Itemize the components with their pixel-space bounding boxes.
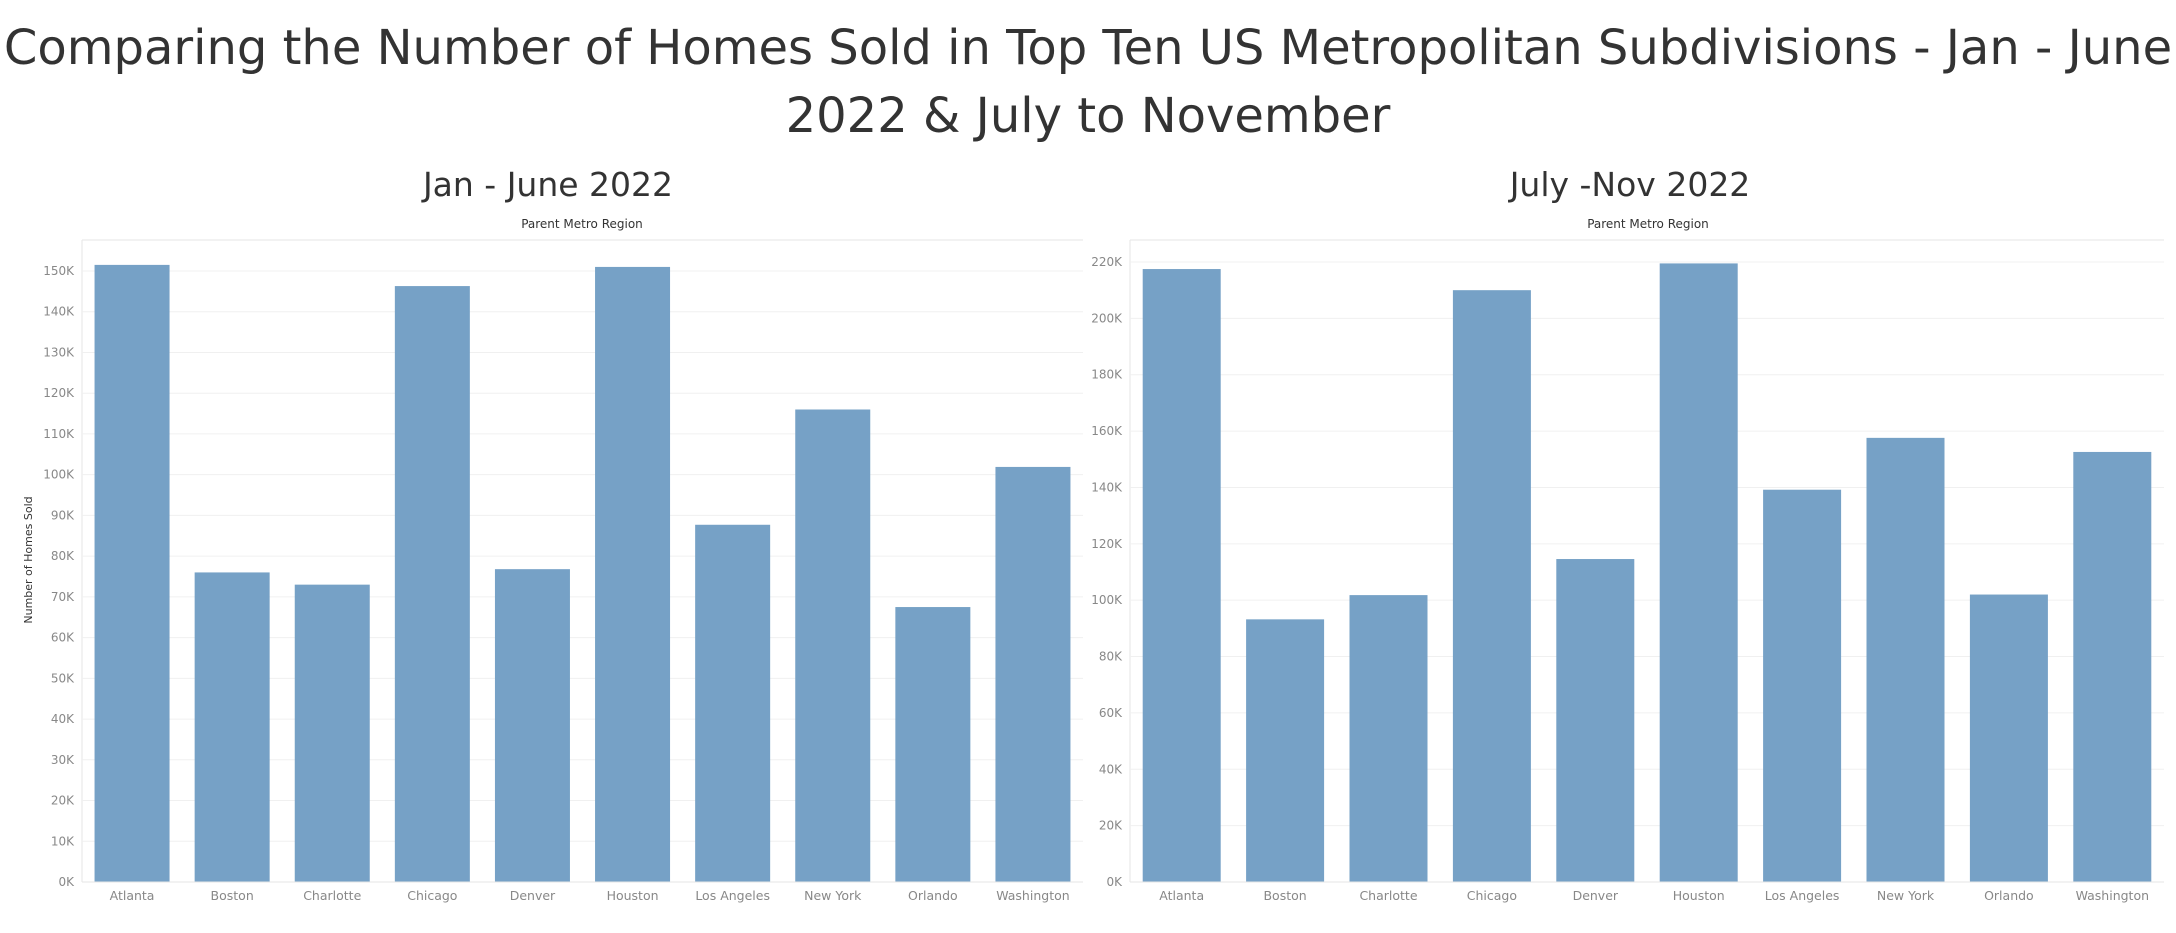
y-tick-label: 0K [58,875,75,889]
x-tick-label: Boston [1263,888,1306,903]
x-tick-label: Charlotte [1359,888,1417,903]
bar-washington[interactable] [995,466,1071,882]
bar-washington[interactable] [2073,451,2152,882]
y-tick-label: 60K [51,631,75,645]
chart-jan-june: Jan - June 2022 Parent Metro Region 0K 10K 2… [22,165,1083,903]
chart-july-nov: July -Nov 2022 Parent Metro Region 0K 20K 40… [1091,165,2164,903]
bar-orlando[interactable] [895,607,971,882]
x-tick-label: Washington [996,888,1069,903]
bar-chicago[interactable] [394,286,470,883]
x-tick-label: Washington [2076,888,2149,903]
x-tick-label: Denver [510,888,556,903]
y-tick-label: 40K [51,712,75,726]
y-axis-title: Number of Homes Sold [22,496,35,623]
x-tick-label: Orlando [908,888,958,903]
x-tick-label: Houston [1673,888,1725,903]
y-tick-label: 130K [43,345,75,359]
x-tick-label: Charlotte [303,888,361,903]
x-tick-label: Los Angeles [1765,888,1840,903]
y-tick-label: 20K [1099,819,1123,833]
bar-boston[interactable] [1246,619,1325,882]
y-tick-label: 140K [43,305,75,319]
bar-boston[interactable] [194,572,270,882]
main-title: Comparing the Number of Homes Sold in To… [3,20,2173,144]
x-tick-label: Los Angeles [695,888,770,903]
y-tick-label: 50K [51,671,75,685]
bar-houston[interactable] [595,266,671,883]
y-tick-label: 150K [43,264,75,278]
y-tick-label: 10K [51,834,75,848]
bar-new-york[interactable] [795,409,871,882]
y-tick-label: 80K [51,549,75,563]
x-tick-label: Chicago [407,888,457,903]
column-header: Parent Metro Region [1587,217,1709,231]
x-tick-label: Chicago [1467,888,1517,903]
y-tick-label: 40K [1099,762,1123,776]
bar-chicago[interactable] [1452,290,1531,882]
y-tick-label: 180K [1091,368,1123,382]
column-header: Parent Metro Region [521,217,643,231]
bar-denver[interactable] [494,569,570,882]
x-tick-label: Denver [1573,888,1619,903]
x-tick-label: Atlanta [110,888,155,903]
bar-atlanta[interactable] [1142,269,1221,883]
x-tick-label: Orlando [1984,888,2034,903]
bar-atlanta[interactable] [94,264,170,882]
y-tick-label: 220K [1091,255,1123,269]
chart-title: Jan - June 2022 [421,165,673,204]
bar-houston[interactable] [1659,263,1738,883]
bar-orlando[interactable] [1969,594,2048,882]
y-tick-label: 200K [1091,311,1123,325]
y-tick-label: 110K [43,427,75,441]
y-tick-label: 90K [51,508,75,522]
chart-title: July -Nov 2022 [1508,165,1751,204]
y-tick-label: 70K [51,590,75,604]
y-tick-label: 100K [1091,593,1123,607]
bar-new-york[interactable] [1866,437,1945,882]
bar-los-angeles[interactable] [695,524,771,882]
y-tick-label: 80K [1099,650,1123,664]
x-tick-label: Atlanta [1159,888,1204,903]
x-tick-label: Houston [607,888,659,903]
y-tick-label: 160K [1091,424,1123,438]
bar-charlotte[interactable] [294,584,370,882]
y-tick-label: 120K [43,386,75,400]
bar-denver[interactable] [1556,559,1635,882]
x-tick-label: New York [1877,888,1935,903]
bar-charlotte[interactable] [1349,595,1428,882]
y-tick-label: 140K [1091,480,1123,494]
y-tick-label: 100K [43,468,75,482]
y-tick-label: 120K [1091,537,1123,551]
y-tick-label: 60K [1099,706,1123,720]
y-tick-label: 20K [51,794,75,808]
x-tick-label: Boston [211,888,254,903]
y-tick-label: 30K [51,753,75,767]
bar-los-angeles[interactable] [1763,489,1842,882]
x-tick-label: New York [804,888,862,903]
y-tick-label: 0K [1106,875,1123,889]
